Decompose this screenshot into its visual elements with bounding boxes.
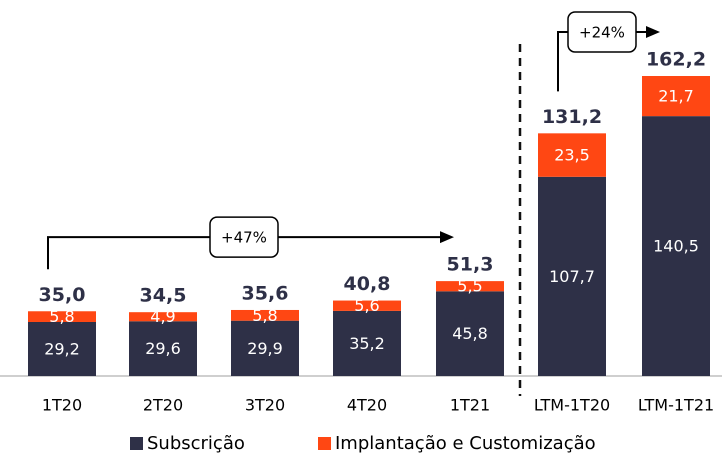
legend-label: Subscrição [147,433,245,454]
bar-segment [642,116,710,377]
annotation-box [567,11,637,53]
bar-segment [642,76,710,117]
x-tick-label: LTM-1T21 [638,396,714,415]
total-label: 162,2 [646,49,706,71]
value-label: 5,5 [457,277,482,296]
total-label: 131,2 [542,106,602,128]
bar-segment [28,311,96,322]
total-label: 51,3 [447,254,494,276]
arrow-head [440,231,454,244]
legend-swatch [318,437,331,450]
value-label: 21,7 [658,87,694,106]
annotation-box [209,216,279,258]
total-label: 35,6 [242,282,289,304]
value-label: 4,9 [150,307,175,326]
total-label: 34,5 [140,285,187,307]
x-tick-label: 2T20 [143,396,183,415]
legend-label: Implantação e Customização [335,433,596,454]
value-label: 107,7 [549,267,595,286]
value-label: 29,2 [44,339,80,358]
total-label: 35,0 [39,284,86,306]
value-label: 5,8 [252,306,277,325]
x-tick-label: 4T20 [347,396,387,415]
x-tick-label: 1T20 [42,396,82,415]
growth-arrow [47,236,440,270]
bar-segment [538,133,606,177]
value-label: 5,6 [354,296,379,315]
bar-segment [129,321,197,376]
value-label: 23,5 [554,146,590,165]
x-tick-label: LTM-1T20 [534,396,610,415]
value-label: 29,9 [247,339,283,358]
value-label: 45,8 [452,324,488,343]
x-tick-label: 3T20 [245,396,285,415]
bar-segment [129,312,197,322]
value-label: 5,8 [49,307,74,326]
annotation-text: +47% [221,229,267,247]
x-tick-label: 1T21 [450,396,490,415]
value-label: 35,2 [349,334,385,353]
arrow-head [646,26,660,38]
bar-segment [231,309,299,321]
value-label: 29,6 [145,339,181,358]
bar-segment [231,320,299,376]
total-label: 40,8 [344,273,391,295]
annotation-text: +24% [579,24,625,42]
bar-segment [333,310,401,376]
bar-segment [538,176,606,376]
bar-segment [436,281,504,292]
legend-swatch [130,437,143,450]
value-label: 140,5 [653,237,699,256]
bar-segment [333,300,401,311]
bar-segment [436,291,504,376]
bar-segment [28,321,96,376]
